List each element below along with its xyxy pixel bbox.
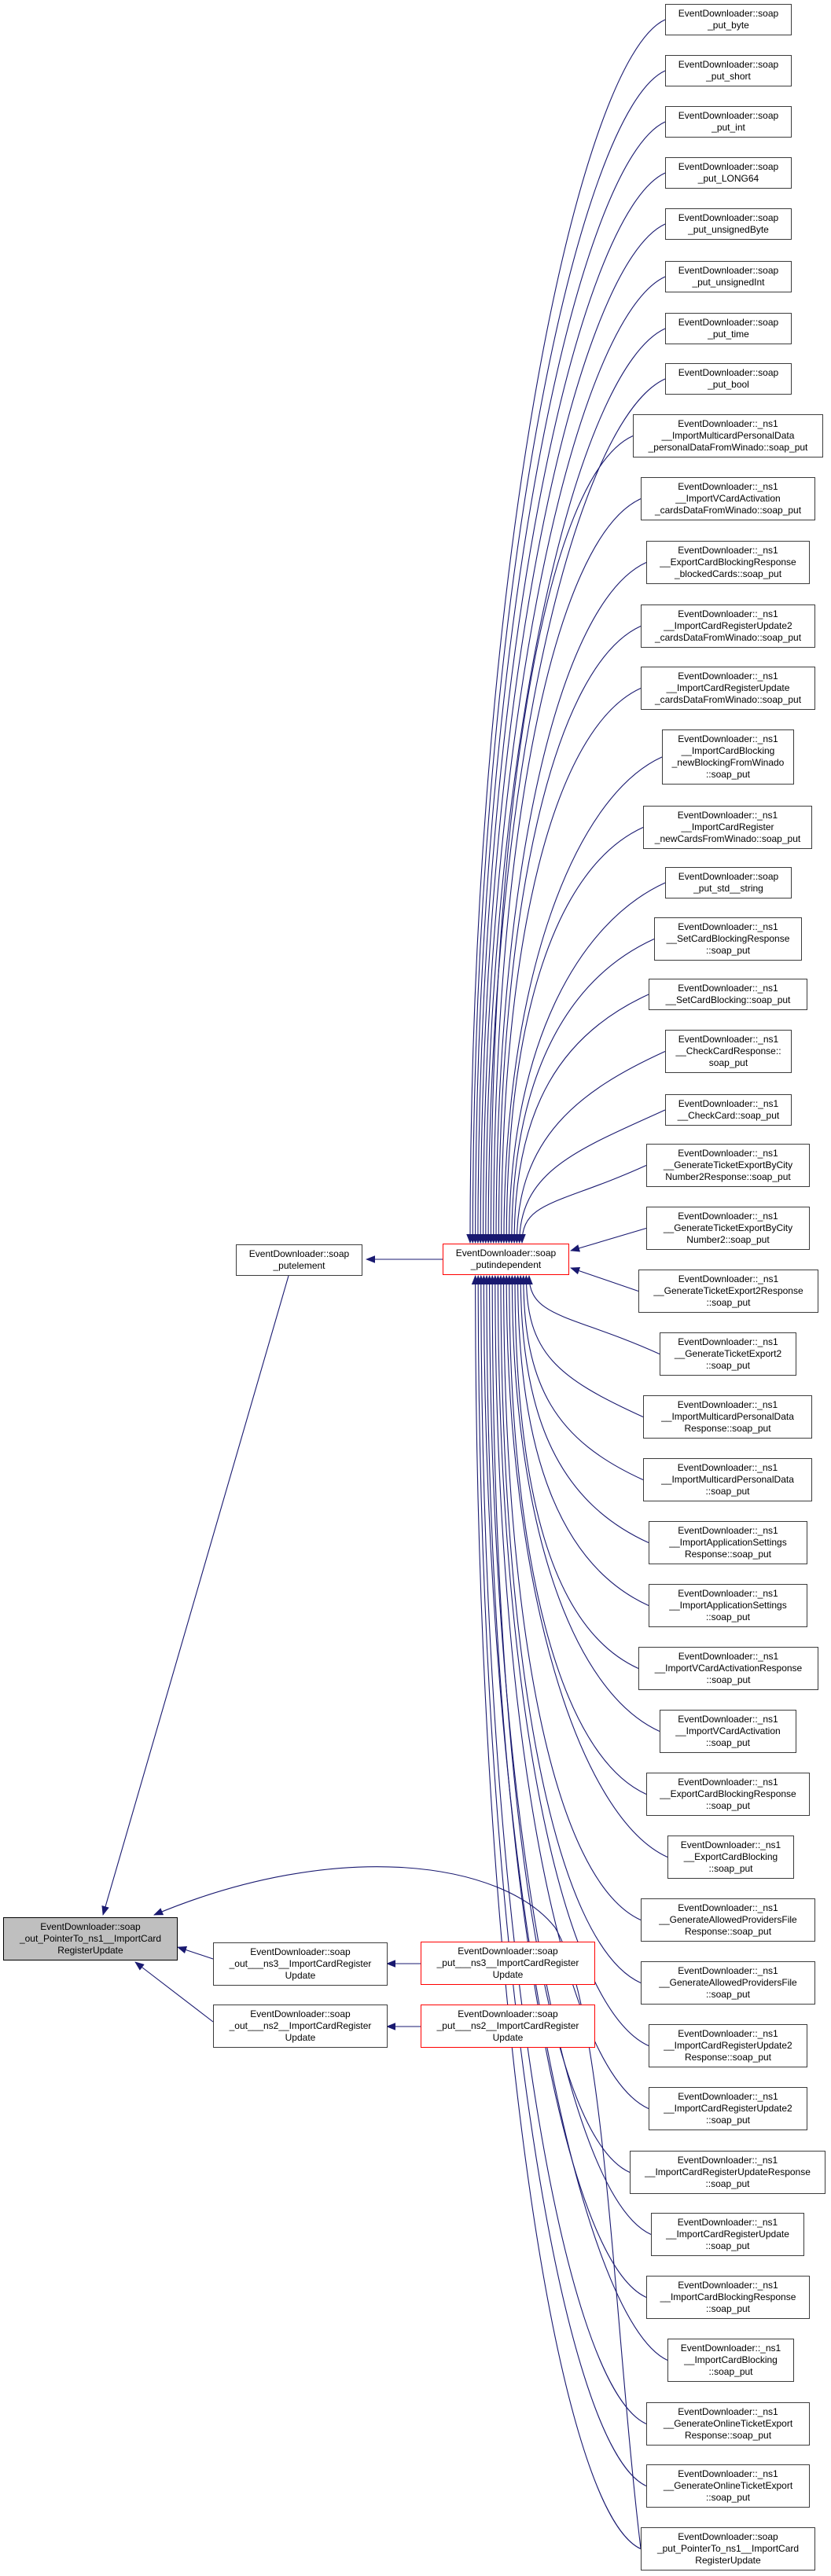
graph-node-r4[interactable]: EventDownloader::soap _put_LONG64 xyxy=(665,157,792,189)
graph-node-r14[interactable]: EventDownloader::_ns1 __ImportCardBlocki… xyxy=(662,729,794,785)
edge-r13-to-putindependent xyxy=(497,687,642,1244)
graph-node-out_ns2[interactable]: EventDownloader::soap _out___ns2__Import… xyxy=(213,2005,388,2048)
graph-node-r37[interactable]: EventDownloader::_ns1 __ImportCardRegist… xyxy=(630,2151,825,2194)
edge-r19-to-putindependent xyxy=(513,1050,666,1244)
edge-out_ns3-to-selected xyxy=(177,1946,214,1960)
graph-node-r27[interactable]: EventDownloader::_ns1 __ImportApplicatio… xyxy=(649,1521,807,1564)
edge-r24-to-putindependent xyxy=(525,1275,660,1355)
graph-node-r5[interactable]: EventDownloader::soap _put_unsignedByte xyxy=(665,208,792,240)
graph-node-r38[interactable]: EventDownloader::_ns1 __ImportCardRegist… xyxy=(651,2213,804,2256)
edge-r3-to-putindependent xyxy=(471,121,666,1244)
edge-r26-to-putindependent xyxy=(519,1275,644,1481)
edge-r30-to-putindependent xyxy=(508,1275,660,1733)
edge-r23-to-putindependent xyxy=(570,1267,639,1292)
graph-node-r23[interactable]: EventDownloader::_ns1 __GenerateTicketEx… xyxy=(638,1270,818,1313)
graph-node-r20[interactable]: EventDownloader::_ns1 __CheckCard::soap_… xyxy=(665,1094,792,1126)
edge-r40-to-putindependent xyxy=(480,1275,668,2361)
edge-r7-to-putindependent xyxy=(481,328,666,1244)
graph-node-r13[interactable]: EventDownloader::_ns1 __ImportCardRegist… xyxy=(641,667,815,710)
edge-r14-to-putindependent xyxy=(500,756,663,1244)
graph-node-r2[interactable]: EventDownloader::soap _put_short xyxy=(665,55,792,86)
graph-node-r26[interactable]: EventDownloader::_ns1 __ImportMulticardP… xyxy=(643,1458,812,1501)
edge-r34-to-putindependent xyxy=(497,1275,642,1984)
edge-r32-to-putindependent xyxy=(502,1275,668,1858)
edge-r37-to-putindependent xyxy=(488,1275,631,2173)
edge-r6-to-putindependent xyxy=(479,276,666,1244)
edge-r38-to-putindependent xyxy=(485,1275,652,2235)
graph-node-r18[interactable]: EventDownloader::_ns1 __SetCardBlocking:… xyxy=(649,979,807,1010)
graph-node-putelement[interactable]: EventDownloader::soap _putelement xyxy=(236,1244,362,1276)
edge-r33-to-putindependent xyxy=(499,1275,642,1921)
graph-node-r33[interactable]: EventDownloader::_ns1 __GenerateAllowedP… xyxy=(641,1898,815,1942)
edge-r36-to-putindependent xyxy=(491,1275,649,2110)
edge-r41-to-putindependent xyxy=(476,1275,647,2424)
graph-node-r3[interactable]: EventDownloader::soap _put_int xyxy=(665,106,792,138)
graph-node-r35[interactable]: EventDownloader::_ns1 __ImportCardRegist… xyxy=(649,2024,807,2067)
edge-r28-to-putindependent xyxy=(513,1275,649,1607)
graph-node-r36[interactable]: EventDownloader::_ns1 __ImportCardRegist… xyxy=(649,2087,807,2130)
edge-putelement-to-selected xyxy=(101,1275,289,1916)
graph-node-out_ns3[interactable]: EventDownloader::soap _out___ns3__Import… xyxy=(213,1942,388,1986)
graph-node-r16[interactable]: EventDownloader::soap _put_std__string xyxy=(665,867,792,898)
edge-r22-to-putindependent xyxy=(570,1227,647,1252)
edge-r10-to-putindependent xyxy=(489,498,642,1244)
graph-node-r22[interactable]: EventDownloader::_ns1 __GenerateTicketEx… xyxy=(646,1207,810,1250)
graph-node-r19[interactable]: EventDownloader::_ns1 __CheckCardRespons… xyxy=(665,1030,792,1073)
edge-r15-to-putindependent xyxy=(502,826,644,1244)
graph-node-r12[interactable]: EventDownloader::_ns1 __ImportCardRegist… xyxy=(641,604,815,648)
edge-r11-to-putindependent xyxy=(492,561,647,1244)
graph-node-r6[interactable]: EventDownloader::soap _put_unsignedInt xyxy=(665,261,792,292)
graph-node-r8[interactable]: EventDownloader::soap _put_bool xyxy=(665,363,792,395)
graph-node-r31[interactable]: EventDownloader::_ns1 __ExportCardBlocki… xyxy=(646,1773,810,1816)
edge-r42-to-putindependent xyxy=(474,1275,647,2486)
edge-r29-to-putindependent xyxy=(511,1275,639,1670)
graph-node-r41[interactable]: EventDownloader::_ns1 __GenerateOnlineTi… xyxy=(646,2402,810,2446)
graph-node-r42[interactable]: EventDownloader::_ns1 __GenerateOnlineTi… xyxy=(646,2464,810,2508)
graph-node-r34[interactable]: EventDownloader::_ns1 __GenerateAllowedP… xyxy=(641,1961,815,2005)
edge-r39-to-putindependent xyxy=(483,1275,647,2298)
graph-node-r25[interactable]: EventDownloader::_ns1 __ImportMulticardP… xyxy=(643,1395,812,1439)
graph-node-r1[interactable]: EventDownloader::soap _put_byte xyxy=(665,4,792,35)
graph-node-r24[interactable]: EventDownloader::_ns1 __GenerateTicketEx… xyxy=(660,1332,796,1376)
graph-node-r30[interactable]: EventDownloader::_ns1 __ImportVCardActiv… xyxy=(660,1710,796,1753)
edge-r1-to-putindependent xyxy=(466,19,666,1244)
edge-out_ns2-to-selected xyxy=(134,1961,214,2023)
edge-r21-to-putindependent xyxy=(518,1164,647,1244)
graph-node-r29[interactable]: EventDownloader::_ns1 __ImportVCardActiv… xyxy=(638,1647,818,1690)
edge-r25-to-putindependent xyxy=(522,1275,644,1418)
edge-r20-to-putindependent xyxy=(515,1109,666,1244)
edge-r8-to-putindependent xyxy=(484,378,666,1244)
graph-node-r43[interactable]: EventDownloader::soap _put_PointerTo_ns1… xyxy=(641,2527,815,2570)
edge-r43-to-putindependent xyxy=(471,1275,642,2549)
graph-node-r15[interactable]: EventDownloader::_ns1 __ImportCardRegist… xyxy=(643,806,812,849)
edge-r4-to-putindependent xyxy=(474,172,666,1244)
graph-node-r10[interactable]: EventDownloader::_ns1 __ImportVCardActiv… xyxy=(641,477,815,520)
edge-r27-to-putindependent xyxy=(517,1275,649,1544)
edge-r31-to-putindependent xyxy=(505,1275,647,1795)
graph-node-r39[interactable]: EventDownloader::_ns1 __ImportCardBlocki… xyxy=(646,2276,810,2319)
edge-r18-to-putindependent xyxy=(510,994,649,1244)
graph-node-r17[interactable]: EventDownloader::_ns1 __SetCardBlockingR… xyxy=(654,917,802,961)
graph-node-r9[interactable]: EventDownloader::_ns1 __ImportMulticardP… xyxy=(633,414,823,458)
graph-node-r40[interactable]: EventDownloader::_ns1 __ImportCardBlocki… xyxy=(667,2339,794,2382)
graph-node-r28[interactable]: EventDownloader::_ns1 __ImportApplicatio… xyxy=(649,1584,807,1627)
graph-node-r21[interactable]: EventDownloader::_ns1 __GenerateTicketEx… xyxy=(646,1144,810,1187)
edge-r35-to-putindependent xyxy=(494,1275,649,2047)
edge-r12-to-putindependent xyxy=(495,625,642,1244)
edge-r17-to-putindependent xyxy=(507,938,655,1244)
edge-r5-to-putindependent xyxy=(476,223,666,1244)
graph-node-selected: EventDownloader::soap _out_PointerTo_ns1… xyxy=(3,1917,178,1960)
edge-r16-to-putindependent xyxy=(505,882,666,1244)
graph-node-putindependent[interactable]: EventDownloader::soap _putindependent xyxy=(443,1244,569,1275)
graph-node-r7[interactable]: EventDownloader::soap _put_time xyxy=(665,313,792,344)
graph-node-r11[interactable]: EventDownloader::_ns1 __ExportCardBlocki… xyxy=(646,541,810,584)
edge-r9-to-putindependent xyxy=(487,435,634,1244)
graph-node-put_ns2[interactable]: EventDownloader::soap _put___ns2__Import… xyxy=(421,2005,595,2048)
graph-node-put_ns3[interactable]: EventDownloader::soap _put___ns3__Import… xyxy=(421,1942,595,1985)
graph-node-r32[interactable]: EventDownloader::_ns1 __ExportCardBlocki… xyxy=(667,1836,794,1879)
edge-r2-to-putindependent xyxy=(469,70,666,1244)
